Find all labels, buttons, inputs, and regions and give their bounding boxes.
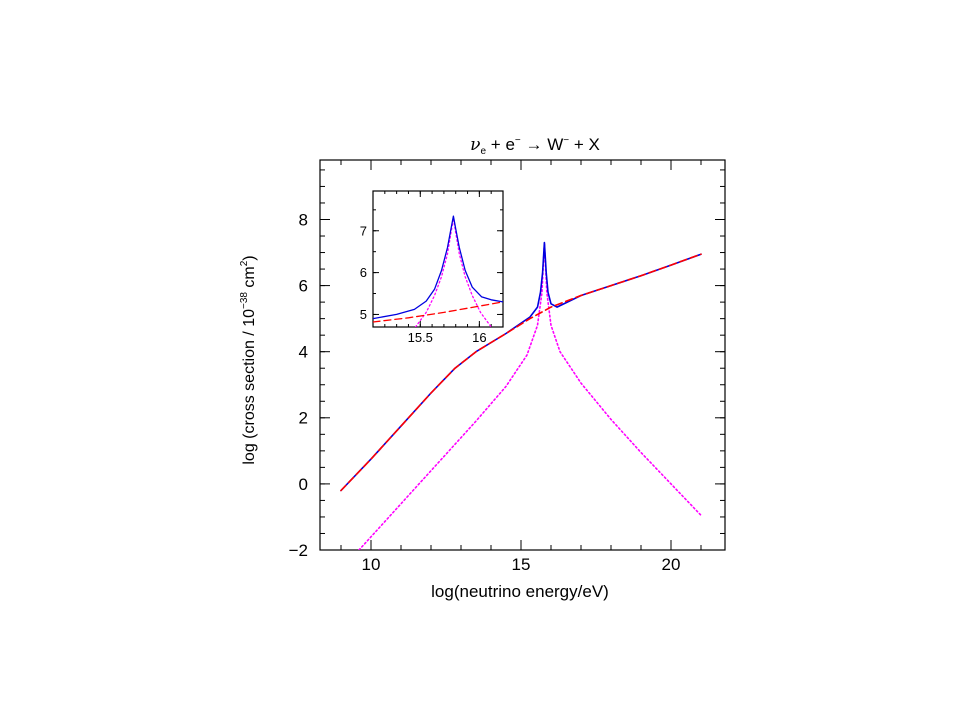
title-arrow: → [521,135,547,154]
inset-background [373,191,503,327]
title-plus1: + [486,135,505,154]
title-w: W [547,135,563,154]
inset-series-total [373,215,503,320]
main-y-tick-label: −2 [289,541,308,560]
inset-plot-area [373,215,503,327]
y-axis-label-unit-exp: 2 [239,260,250,266]
y-axis-label-main: log (cross section / 10 [241,309,258,465]
chart-title: νe + e− → W− + X [470,135,600,157]
inset-x-tick-label: 16 [472,330,486,345]
main-y-tick-label: 6 [299,277,308,296]
main-y-tick-label: 2 [299,409,308,428]
inset-axes: 15.5 16 5 6 7 [360,190,504,345]
main-y-tick-label: 0 [299,475,308,494]
inset-frame [372,190,504,328]
inset-series-nonresonant [373,301,503,323]
main-series-nonresonant [340,253,702,492]
main-series-resonance [358,241,702,550]
main-y-tick-label: 4 [299,343,308,362]
main-plot-area [340,241,702,550]
main-x-tick-label: 20 [662,555,681,574]
main-y-tick-label: 8 [299,210,308,229]
inset-y-tick-label: 6 [360,265,367,280]
title-e: e [505,135,514,154]
main-axes: 10 15 20 −2 0 2 4 6 8 [289,159,726,574]
title-nu-sub: e [481,146,487,157]
main-x-tick-label: 10 [362,555,381,574]
inset-y-tick-label: 5 [360,307,367,322]
main-x-tick-label: 15 [512,555,531,574]
y-axis-label-unit: cm [241,266,258,292]
inset-series-group [373,215,503,327]
y-axis-label-close: ) [241,255,258,260]
x-axis-label: log(neutrino energy/eV) [431,582,609,601]
title-nu: ν [470,135,480,155]
title-e-sup: − [515,135,521,146]
main-series-group [340,241,702,550]
y-axis-label-exp: −38 [239,292,250,309]
title-w-sup: − [563,135,569,146]
inset-y-tick-label: 7 [360,223,367,238]
title-plus2: + X [569,135,600,154]
y-axis-label: log (cross section / 10−38 cm2) [239,255,258,464]
main-frame [319,159,726,551]
inset-x-tick-label: 15.5 [408,330,433,345]
